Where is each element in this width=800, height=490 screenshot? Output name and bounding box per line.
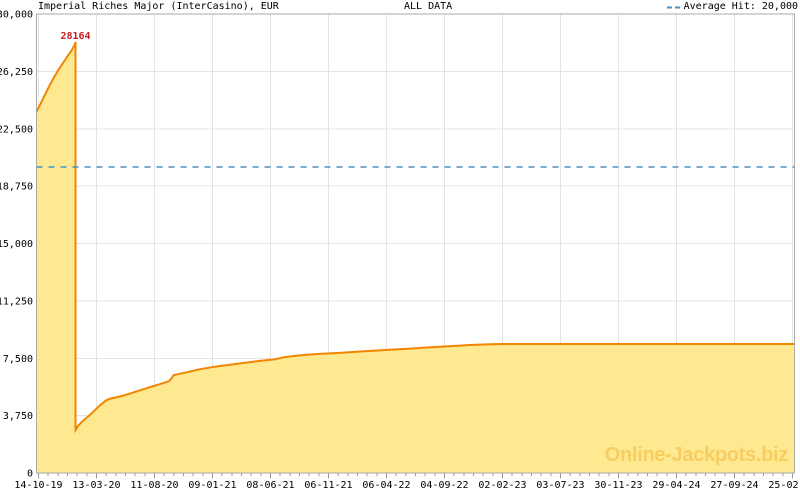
x-tick-label: 08-06-21	[246, 480, 294, 490]
y-tick-label: 7,500	[3, 354, 33, 365]
x-tick-label: 06-04-22	[362, 480, 410, 490]
x-tick-label: 02-02-23	[478, 480, 526, 490]
y-tick-label: 3,750	[3, 411, 33, 422]
y-tick-label: 15,000	[0, 239, 33, 250]
y-tick-label: 26,250	[0, 67, 33, 78]
jackpot-area-fill	[36, 42, 795, 473]
y-tick-label: 0	[27, 469, 33, 480]
y-tick-label: 18,750	[0, 182, 33, 193]
x-tick-label: 03-07-23	[536, 480, 584, 490]
y-tick-label: 11,250	[0, 296, 33, 307]
y-tick-label: 30,000	[0, 10, 33, 21]
x-tick-label: 13-03-20	[72, 480, 120, 490]
x-tick-label: 06-11-21	[304, 480, 352, 490]
average-hit-legend: Average Hit: 20,000	[666, 1, 798, 13]
jackpot-line	[35, 41, 795, 434]
chart-title: Imperial Riches Major (InterCasino), EUR	[38, 1, 279, 12]
average-hit-label: Average Hit: 20,000	[683, 1, 798, 12]
x-tick-label: 14-10-19	[14, 480, 62, 490]
data-range-label: ALL DATA	[404, 1, 453, 12]
x-tick-label: 25-02-25	[768, 480, 800, 490]
x-tick-label: 09-01-21	[188, 480, 236, 490]
x-tick-label: 29-04-24	[652, 480, 700, 490]
average-hit-dash-icon	[666, 6, 682, 8]
peak-value-label: 28164	[60, 31, 90, 42]
site-watermark: Online-Jackpots.biz	[604, 444, 789, 466]
x-tick-label: 27-09-24	[710, 480, 758, 490]
x-tick-label: 30-11-23	[594, 480, 642, 490]
x-tick-label: 11-08-20	[130, 480, 178, 490]
x-tick-label: 04-09-22	[420, 480, 468, 490]
y-tick-label: 22,500	[0, 124, 33, 135]
